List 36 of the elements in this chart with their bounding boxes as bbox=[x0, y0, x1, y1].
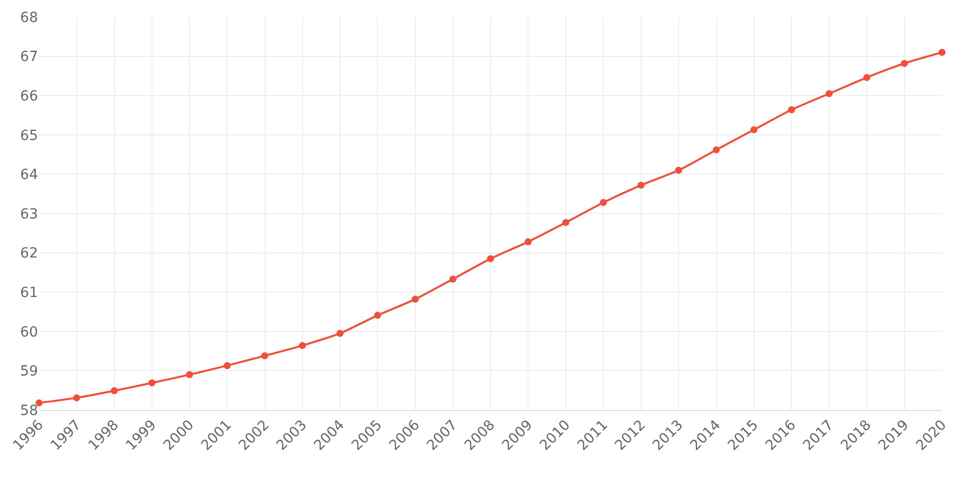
point bbox=[449, 276, 456, 283]
point bbox=[638, 182, 644, 189]
point bbox=[712, 146, 720, 154]
point bbox=[224, 362, 231, 370]
point bbox=[938, 48, 946, 56]
point bbox=[261, 352, 268, 360]
point bbox=[600, 199, 607, 206]
point bbox=[487, 255, 494, 262]
y-tick-label: 68 bbox=[20, 10, 38, 26]
point bbox=[900, 60, 908, 67]
point bbox=[73, 394, 80, 402]
point bbox=[36, 399, 42, 406]
point bbox=[110, 387, 118, 394]
y-tick-label: 65 bbox=[20, 128, 38, 144]
point bbox=[412, 296, 419, 303]
point bbox=[524, 238, 532, 246]
point bbox=[562, 219, 570, 226]
y-tick-label: 63 bbox=[20, 206, 38, 222]
y-tick-label: 61 bbox=[20, 285, 38, 301]
y-tick-label: 59 bbox=[20, 364, 38, 380]
point bbox=[298, 342, 306, 350]
point bbox=[336, 330, 344, 337]
point bbox=[186, 371, 193, 378]
point bbox=[750, 126, 758, 134]
point bbox=[374, 312, 382, 319]
point bbox=[826, 90, 833, 98]
point bbox=[675, 166, 682, 174]
y-tick-label: 66 bbox=[20, 88, 38, 104]
point bbox=[788, 106, 795, 114]
y-tick-label: 58 bbox=[20, 402, 38, 419]
y-tick-label: 60 bbox=[20, 324, 38, 340]
y-tick-label: 64 bbox=[20, 167, 38, 184]
point bbox=[863, 74, 870, 82]
y-tick-label: 67 bbox=[20, 49, 38, 66]
point bbox=[148, 379, 156, 386]
y-tick-label: 62 bbox=[20, 246, 38, 262]
